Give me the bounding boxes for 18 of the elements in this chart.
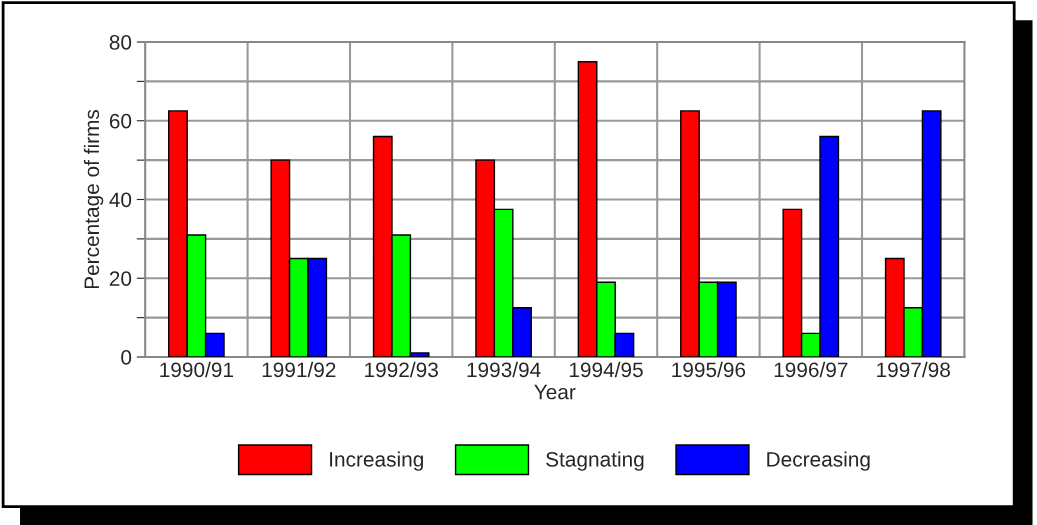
x-tick-label: 1993/94 xyxy=(467,361,541,378)
y-tick-label: 40 xyxy=(109,192,132,208)
y-tick-label: 60 xyxy=(109,113,132,129)
x-axis-title: Year xyxy=(534,384,576,400)
x-tick-label: 1994/95 xyxy=(569,361,643,378)
x-tick-label: 1995/96 xyxy=(672,361,746,378)
x-tick-label: 1990/91 xyxy=(160,361,234,378)
y-axis-title: Percentage of firms xyxy=(83,109,104,289)
y-tick-label: 0 xyxy=(121,350,132,365)
x-tick-label: 1997/98 xyxy=(877,361,950,378)
y-tick-label: 20 xyxy=(109,271,132,286)
legend-label: Decreasing xyxy=(767,451,870,471)
y-tick-label: 80 xyxy=(109,35,132,50)
x-tick-label: 1991/92 xyxy=(262,361,336,378)
legend-label: Increasing xyxy=(330,451,423,471)
legend-label: Stagnating xyxy=(546,451,644,471)
x-tick-label: 1996/97 xyxy=(774,361,848,378)
x-tick-label: 1992/93 xyxy=(365,361,438,378)
